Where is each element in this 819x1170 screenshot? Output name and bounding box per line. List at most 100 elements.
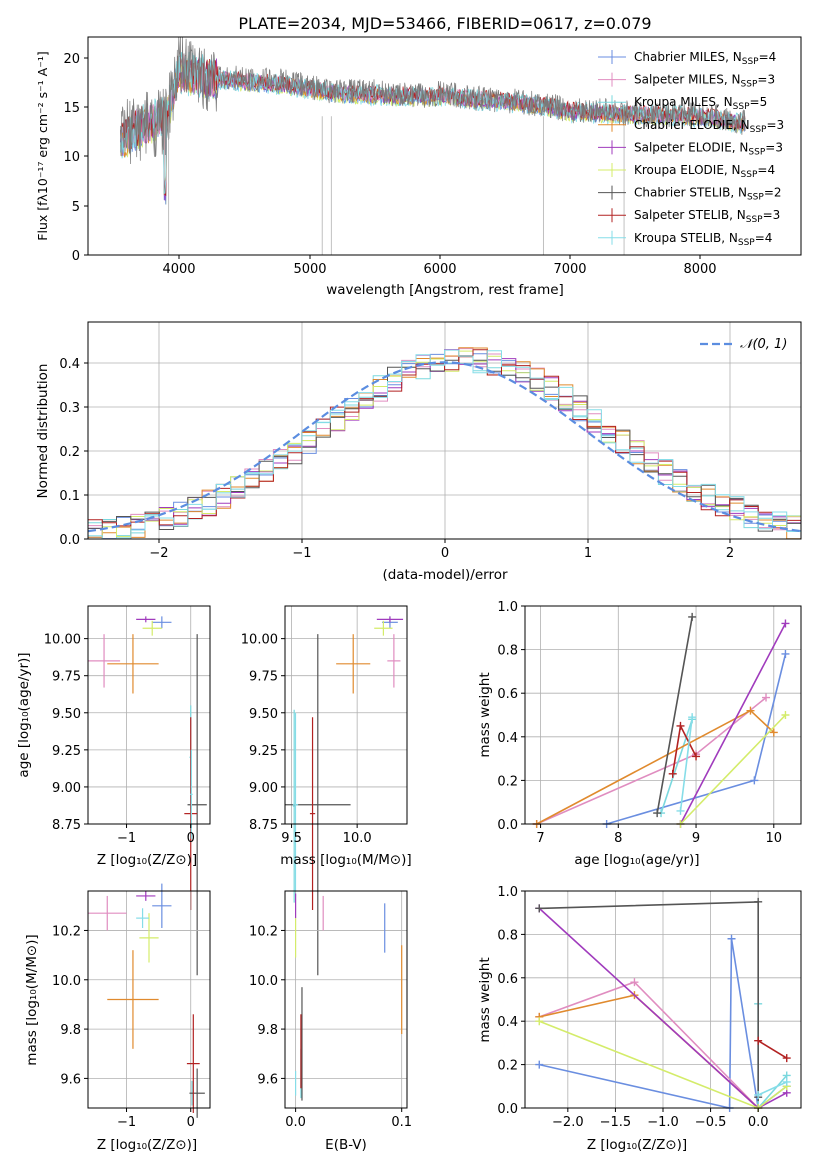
xtick-label: 9.5 (281, 831, 302, 846)
massZ-ylabel: mass [log₁₀(M/M⊙)] (24, 934, 40, 1065)
massZ-xlabel: Z [log₁₀(Z/Z⊙)] (97, 1137, 197, 1153)
data-marker (754, 897, 763, 906)
spectrum-panel: PLATE=2034, MJD=53466, FIBERID=0617, z=0… (35, 14, 802, 298)
ytick-label: 1.0 (497, 885, 518, 900)
xtick-label: 0.0 (285, 1115, 306, 1130)
residuals-xticks: −2 −1 0 1 2 (149, 539, 734, 561)
legend-tail: =4 (759, 50, 777, 64)
massweight-line (757, 1081, 788, 1096)
ytick-label: 0.4 (497, 1015, 518, 1030)
data-marker (781, 649, 790, 658)
legend-tail: =3 (766, 118, 784, 132)
data-marker (668, 769, 677, 778)
xtick-label: 4000 (162, 262, 195, 277)
data-marker (762, 693, 771, 702)
data-marker (781, 619, 790, 628)
xtick-label: 7000 (553, 262, 586, 277)
massweight-line (660, 719, 693, 814)
massweight-vs-Z-panel: −2.0 −1.5 −1.0 −0.5 0.0 0.0 0.2 0.4 0.6 0.8 1.0 (497, 885, 802, 1130)
legend-tail: =5 (750, 95, 768, 109)
panel-frame (87, 605, 211, 825)
data-marker (653, 809, 662, 818)
legend-subscript: SSP (742, 57, 759, 67)
spectrum-ylabel: Flux [fλ10⁻¹⁷ erg cm⁻² s⁻¹ A⁻¹] (35, 51, 50, 240)
data-marker (769, 728, 778, 737)
ytick-label: 8.75 (52, 818, 81, 833)
ytick-label: 10.2 (52, 924, 81, 939)
massweight-line (539, 994, 759, 1109)
data-marker (727, 934, 736, 943)
xtick-label: 6000 (423, 262, 456, 277)
legend-label: Chabrier ELODIE, NSSP=3 (634, 118, 784, 135)
ytick-label: 0.0 (59, 533, 80, 548)
xtick-label: 2 (726, 546, 734, 561)
residuals-yticks: 0.0 0.1 0.2 0.3 0.4 (59, 357, 88, 548)
panel-frame (284, 890, 408, 1109)
massweight-line (679, 714, 787, 825)
legend-tail: =4 (757, 163, 775, 177)
data-marker (754, 1090, 763, 1099)
residual-histogram-step (88, 349, 801, 540)
legend-label: Salpeter MILES, NSSP=3 (634, 73, 775, 90)
ytick-label: 9.25 (249, 744, 278, 759)
spectrum-frame (87, 36, 802, 256)
residuals-legend: 𝒩(0, 1) (700, 337, 787, 352)
mass-vs-ebv-panel: 0.0 0.1 9.6 9.8 10.0 10.2 (249, 890, 412, 1130)
ageZ-ylabel: age [log₁₀(age/yr)] (16, 652, 32, 777)
xtick-label: 9 (692, 831, 700, 846)
gaussian-curve (87, 361, 802, 533)
ytick-label: 0.1 (59, 489, 80, 504)
legend-subscript: SSP (748, 147, 765, 157)
residual-histogram-step (88, 349, 801, 540)
data-marker (688, 713, 697, 722)
gaussian-legend-label: 𝒩(0, 1) (740, 337, 787, 352)
legend-subscript: SSP (750, 125, 767, 135)
ytick-label: 0.6 (497, 972, 518, 987)
panel-frame (87, 890, 211, 1109)
data-marker (676, 806, 685, 815)
ytick-label: 0.8 (497, 928, 518, 943)
ytick-label: 9.75 (52, 670, 81, 685)
xtick-label: 0 (441, 546, 449, 561)
legend-tail: =2 (764, 186, 782, 200)
ytick-label: 20 (63, 52, 80, 67)
panel-frame (524, 605, 802, 825)
xtick-label: 10 (766, 831, 783, 846)
residual-histogram-step (88, 347, 801, 540)
legend-subscript: SSP (733, 102, 750, 112)
mwAge-xlabel: age [log₁₀(age/yr)] (574, 852, 699, 868)
ytick-label: 1.0 (497, 600, 518, 615)
massweight-line (757, 1040, 788, 1059)
data-marker (782, 1054, 791, 1063)
legend-label: Chabrier MILES, NSSP=4 (634, 50, 776, 67)
residuals-ylabel: Normed distribution (35, 364, 51, 499)
legend-subscript: SSP (741, 80, 758, 90)
massweight-line (656, 616, 693, 814)
legend-label: Salpeter ELODIE, NSSP=3 (634, 140, 783, 157)
panel-frame (284, 605, 408, 825)
xtick-label: 0.1 (391, 1115, 412, 1130)
xtick-label: −1.0 (647, 1115, 679, 1130)
data-marker (535, 1060, 544, 1069)
massweight-line (536, 709, 775, 825)
ytick-label: 9.6 (60, 1072, 81, 1087)
legend-label: Kroupa ELODIE, NSSP=4 (634, 163, 775, 180)
ytick-label: 10.0 (52, 974, 81, 989)
residuals-histograms (88, 347, 801, 540)
data-marker (535, 904, 544, 913)
legend-subscript: SSP (738, 238, 755, 248)
ytick-label: 10.00 (241, 633, 278, 648)
ytick-label: 0.4 (59, 357, 80, 372)
xtick-label: 7 (536, 831, 544, 846)
data-marker (676, 721, 685, 730)
data-marker (746, 706, 755, 715)
xtick-label: 0.0 (748, 1115, 769, 1130)
ytick-label: 9.00 (52, 781, 81, 796)
ytick-label: 9.25 (52, 744, 81, 759)
ytick-label: 0.3 (59, 401, 80, 416)
legend-tail: =3 (757, 73, 775, 87)
residuals-panel: −2 −1 0 1 2 0.0 0.1 0.2 0.3 0.4 (data-mo… (35, 321, 802, 583)
xtick-label: 8000 (683, 262, 716, 277)
mwZ-xlabel: Z [log₁₀(Z/Z⊙)] (587, 1137, 687, 1153)
